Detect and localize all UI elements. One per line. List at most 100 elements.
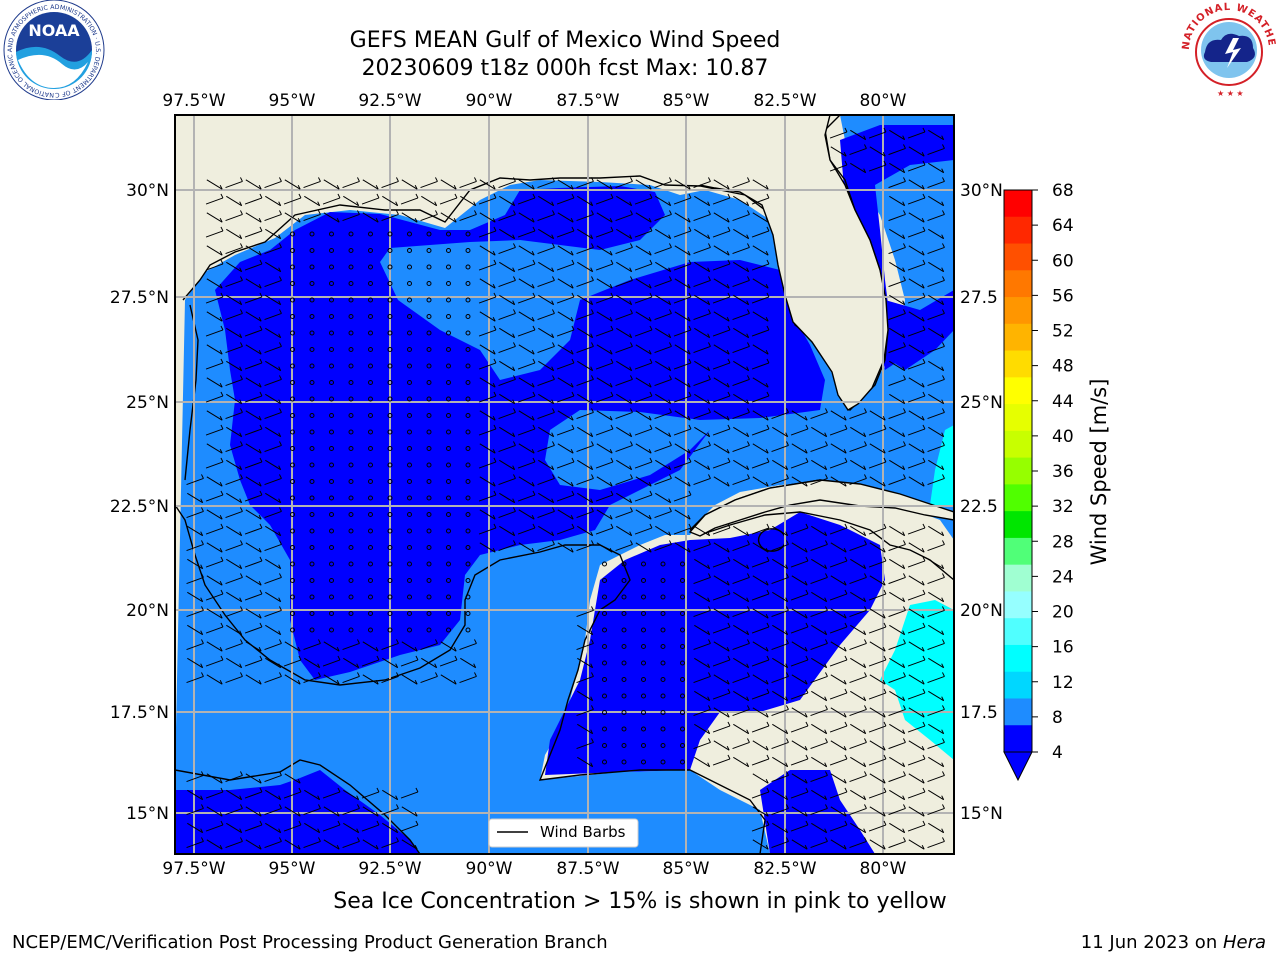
colorbar-segment bbox=[1004, 350, 1032, 378]
lon-tick-label-bottom: 92.5°W bbox=[358, 859, 421, 879]
lon-tick-label-top: 82.5°W bbox=[753, 91, 816, 111]
wind-band-4-8 bbox=[215, 186, 825, 680]
colorbar-label: Wind Speed [m/s] bbox=[1087, 379, 1111, 566]
graticule bbox=[175, 115, 954, 854]
longitude-labels-top: 97.5°W 95°W 92.5°W 90°W 87.5°W 85°W 82.5°W 80°W bbox=[162, 91, 906, 111]
footer-host: Hera bbox=[1222, 932, 1266, 953]
lat-tick-label-left: 27.5°N bbox=[110, 288, 169, 308]
footer-branch: NCEP/EMC/Verification Post Processing Pr… bbox=[12, 932, 608, 953]
footer-date: 11 Jun 2023 on Hera bbox=[1081, 932, 1266, 953]
lat-tick-label-right: 15°N bbox=[960, 804, 1003, 824]
sea-ice-caption: Sea Ice Concentration > 15% is shown in … bbox=[333, 889, 947, 914]
colorbar-segment bbox=[1004, 564, 1032, 592]
colorbar-tick-label: 44 bbox=[1052, 392, 1074, 412]
colorbar-segment bbox=[1004, 644, 1032, 673]
colorbar-tick-label: 28 bbox=[1052, 532, 1074, 552]
lat-tick-label-right: 20°N bbox=[960, 601, 1003, 621]
colorbar-segment bbox=[1004, 377, 1032, 405]
noaa-logo: NATIONAL OCEANIC AND ATMOSPHERIC ADMINIS… bbox=[0, 0, 105, 100]
colorbar-segment bbox=[1004, 297, 1032, 325]
lat-tick-label-right: 27.5 bbox=[960, 288, 998, 308]
colorbar-segment bbox=[1004, 243, 1032, 271]
lat-tick-label-right: 22.5 bbox=[960, 497, 998, 517]
map-legend: Wind Barbs bbox=[488, 818, 639, 848]
colorbar-segment bbox=[1004, 216, 1032, 245]
colorbar-segment bbox=[1004, 430, 1032, 459]
lat-tick-label-left: 17.5°N bbox=[110, 703, 169, 723]
colorbar-tick-label: 48 bbox=[1052, 357, 1074, 377]
lon-tick-label-top: 92.5°W bbox=[358, 91, 421, 111]
lon-tick-label-bottom: 87.5°W bbox=[556, 859, 619, 879]
wind-band-12-16-northeast bbox=[930, 425, 954, 505]
colorbar bbox=[1003, 189, 1033, 782]
colorbar-tick-label: 24 bbox=[1052, 567, 1074, 587]
lon-tick-label-top: 97.5°W bbox=[162, 91, 225, 111]
caribbean-4-8-band bbox=[545, 512, 885, 775]
map-frame bbox=[174, 114, 955, 855]
colorbar-segment bbox=[1004, 404, 1032, 432]
colorbar-tick-label: 8 bbox=[1052, 708, 1063, 728]
atlantic-northeast-4-8-band bbox=[885, 290, 954, 370]
longitude-labels-bottom: 97.5°W 95°W 92.5°W 90°W 87.5°W 85°W 82.5°W 80°W bbox=[162, 859, 906, 879]
legend-label: Wind Barbs bbox=[540, 823, 626, 841]
colorbar-tick-label: 40 bbox=[1052, 427, 1074, 447]
colorbar-segment bbox=[1004, 323, 1032, 352]
title-line-1: GEFS MEAN Gulf of Mexico Wind Speed bbox=[349, 28, 781, 53]
florida-coastline bbox=[699, 115, 889, 411]
cuba-island bbox=[688, 479, 954, 537]
lat-tick-label-right: 17.5 bbox=[960, 703, 998, 723]
colorbar-segment bbox=[1004, 725, 1032, 753]
colorbar-tick-label: 4 bbox=[1052, 743, 1063, 763]
lon-tick-label-bottom: 97.5°W bbox=[162, 859, 225, 879]
colorbar-segment bbox=[1004, 618, 1032, 646]
lat-tick-label-right: 25°N bbox=[960, 393, 1003, 413]
lat-tick-label-left: 30°N bbox=[126, 181, 169, 201]
lon-tick-label-bottom: 95°W bbox=[269, 859, 316, 879]
colorbar-ticks: 68 64 60 56 52 48 44 40 36 32 28 24 20 16 12 8 4 bbox=[1032, 181, 1074, 763]
colorbar-tick-label: 64 bbox=[1052, 216, 1074, 236]
nws-logo: NATIONAL WEATHER SERVICE ★ ★ ★ bbox=[1177, 0, 1277, 98]
latitude-labels-left: 30°N 27.5°N 25°N 22.5°N 20°N 17.5°N 15°N bbox=[110, 181, 169, 824]
colorbar-segment bbox=[1004, 190, 1032, 218]
colorbar-tick-label: 36 bbox=[1052, 462, 1074, 482]
colorbar-extend-arrow bbox=[1003, 751, 1033, 782]
lat-tick-label-left: 22.5°N bbox=[110, 497, 169, 517]
lon-tick-label-top: 80°W bbox=[860, 91, 907, 111]
lat-tick-label-left: 15°N bbox=[126, 804, 169, 824]
lon-tick-label-top: 90°W bbox=[466, 91, 513, 111]
lon-tick-label-top: 85°W bbox=[663, 91, 710, 111]
lat-tick-label-left: 25°N bbox=[126, 393, 169, 413]
noaa-logo-text: NOAA bbox=[28, 21, 80, 40]
colorbar-segment bbox=[1004, 511, 1032, 539]
wind-barbs bbox=[186, 127, 945, 850]
colorbar-tick-label: 56 bbox=[1052, 286, 1074, 306]
lat-tick-label-right: 30°N bbox=[960, 181, 1003, 201]
footer-date-text: 11 Jun 2023 on bbox=[1080, 932, 1223, 953]
lon-tick-label-bottom: 90°W bbox=[466, 859, 513, 879]
colorbar-segment bbox=[1004, 537, 1032, 566]
latitude-labels-right: 30°N 27.5 25°N 22.5 20°N 17.5 15°N bbox=[960, 181, 1003, 824]
colorbar-tick-label: 20 bbox=[1052, 603, 1074, 623]
colorbar-segment bbox=[1004, 698, 1032, 726]
florida-peninsula bbox=[700, 115, 888, 410]
title-line-2: 20230609 t18z 000h fcst Max: 10.87 bbox=[361, 56, 769, 81]
lon-tick-label-top: 87.5°W bbox=[556, 91, 619, 111]
chart-title: GEFS MEAN Gulf of Mexico Wind Speed 2023… bbox=[0, 27, 1130, 83]
colorbar-tick-label: 16 bbox=[1052, 638, 1074, 658]
colorbar-segment bbox=[1004, 671, 1032, 699]
colorbar-tick-label: 12 bbox=[1052, 673, 1074, 693]
lat-tick-label-left: 20°N bbox=[126, 601, 169, 621]
svg-text:★ ★ ★: ★ ★ ★ bbox=[1217, 89, 1244, 98]
atlantic-east-4-8-band bbox=[840, 125, 954, 370]
colorbar-segment bbox=[1004, 591, 1032, 619]
colorbar-segment bbox=[1004, 457, 1032, 485]
lon-tick-label-bottom: 85°W bbox=[663, 859, 710, 879]
colorbar-tick-label: 68 bbox=[1052, 181, 1074, 201]
lon-tick-label-bottom: 82.5°W bbox=[753, 859, 816, 879]
colorbar-segment bbox=[1004, 484, 1032, 512]
lon-tick-label-bottom: 80°W bbox=[860, 859, 907, 879]
colorbar-tick-label: 32 bbox=[1052, 497, 1074, 517]
colorbar-segment bbox=[1004, 270, 1032, 298]
colorbar-tick-label: 52 bbox=[1052, 322, 1074, 342]
